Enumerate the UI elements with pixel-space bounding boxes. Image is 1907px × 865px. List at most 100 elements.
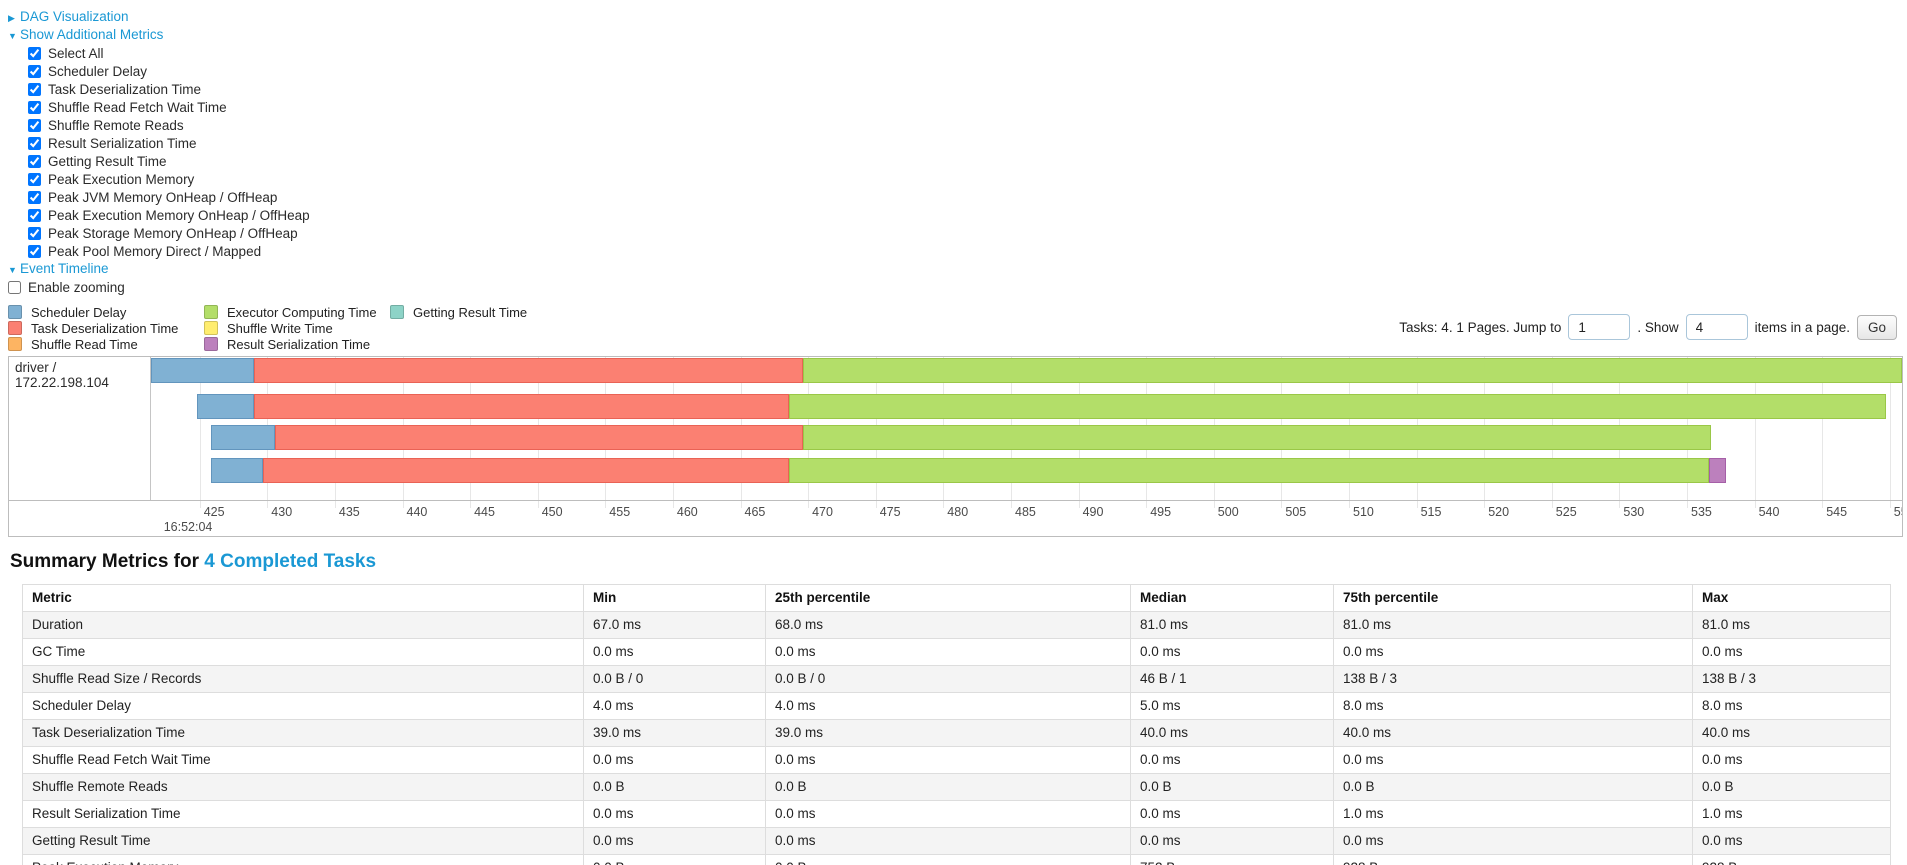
axis-tickmark: [605, 501, 607, 508]
axis-tick-label: 440: [406, 505, 428, 519]
summary-metrics-heading-text: Summary Metrics for: [10, 551, 205, 572]
axis-tickmark: [943, 501, 945, 508]
legend-swatch: [8, 321, 22, 335]
task-bar-segment-executor-computing[interactable]: [802, 425, 1712, 450]
metric-checkbox-row: Scheduler Delay: [28, 62, 1907, 80]
task-bar-segment-scheduler-delay[interactable]: [197, 394, 254, 419]
legend-item-scheduler-delay: Scheduler Delay: [8, 304, 204, 320]
task-bar-segment-scheduler-delay[interactable]: [210, 458, 264, 483]
metric-value-cell: 0.0 B: [1130, 773, 1334, 801]
metric-value-cell: 0.0 B: [765, 854, 1131, 865]
axis-tickmark: [808, 501, 810, 508]
axis-tick-label: 485: [1015, 505, 1036, 519]
timeline-gridline: [199, 357, 201, 500]
metric-value-cell: 0.0 B: [765, 773, 1131, 801]
executor-group-label: driver / 172.22.198.104: [9, 357, 151, 500]
task-bar-segment-scheduler-delay[interactable]: [151, 358, 254, 383]
metric-checkbox[interactable]: [28, 100, 41, 114]
metric-value-cell: 39.0 ms: [583, 719, 766, 747]
metric-checkbox[interactable]: [28, 244, 41, 258]
dag-visualization-label: DAG Visualization: [20, 9, 129, 24]
legend-item-task-deserialization: Task Deserialization Time: [8, 320, 204, 336]
jump-to-page-input[interactable]: [1568, 314, 1631, 340]
metric-value-cell: 39.0 ms: [765, 719, 1131, 747]
table-header-row: Metric Min 25th percentile Median 75th perce…: [22, 584, 1891, 612]
metric-name-cell: Shuffle Read Fetch Wait Time: [22, 746, 584, 774]
metric-value-cell: 40.0 ms: [1333, 719, 1693, 747]
metric-checkbox-row: Task Deserialization Time: [28, 80, 1907, 98]
metric-checkbox-row: Peak Execution Memory: [28, 170, 1907, 188]
axis-tick-label: 490: [1082, 505, 1104, 519]
legend-item-getting-result: Getting Result Time: [390, 304, 527, 320]
go-button[interactable]: Go: [1856, 314, 1897, 340]
metric-value-cell: 0.0 ms: [765, 746, 1131, 774]
metric-value-cell: 0.0 ms: [765, 638, 1131, 666]
table-header-cell: Median: [1130, 584, 1334, 612]
task-bar-segment-executor-computing[interactable]: [789, 394, 1886, 419]
axis-base-time-label: 16:52:04: [163, 520, 213, 534]
summary-metrics-table: Metric Min 25th percentile Median 75th perce…: [22, 584, 1891, 865]
metric-checkbox-row: Result Serialization Time: [28, 134, 1907, 152]
metric-value-cell: 0.0 ms: [1130, 800, 1334, 828]
enable-zooming-checkbox[interactable]: [8, 280, 21, 294]
metric-checkbox-label: Peak Execution Memory: [48, 171, 195, 187]
axis-tickmark: [1687, 501, 1688, 508]
metric-name-cell: Shuffle Remote Reads: [22, 773, 584, 801]
axis-tickmark: [1078, 501, 1080, 508]
task-bar-segment-task-deserialization[interactable]: [263, 458, 790, 483]
axis-tick-label: 515: [1420, 505, 1442, 519]
table-header-cell: Max: [1692, 584, 1891, 612]
metric-name-cell: Task Deserialization Time: [22, 719, 584, 747]
metric-checkbox-label: Shuffle Read Fetch Wait Time: [48, 99, 227, 115]
show-additional-metrics-toggle[interactable]: ▼ Show Additional Metrics: [8, 26, 1907, 44]
dag-visualization-toggle[interactable]: ▶ DAG Visualization: [8, 8, 1907, 26]
axis-tick-label: 470: [812, 505, 833, 519]
task-bar-segment-task-deserialization[interactable]: [253, 358, 803, 383]
metric-checkbox[interactable]: [28, 118, 41, 132]
timeline-gridline: [1822, 357, 1824, 500]
metric-value-cell: 0.0 ms: [1692, 827, 1891, 855]
axis-tick-label: 505: [1285, 505, 1307, 519]
pagination-middle-text: . Show: [1637, 319, 1679, 335]
axis-tickmark: [1011, 501, 1012, 508]
metric-value-cell: 67.0 ms: [583, 611, 766, 639]
task-bar-segment-task-deserialization[interactable]: [253, 394, 790, 419]
enable-zooming-label: Enable zooming: [28, 279, 125, 295]
metric-checkbox[interactable]: [28, 208, 41, 222]
metric-checkbox[interactable]: [28, 154, 41, 168]
completed-tasks-link[interactable]: 4 Completed Tasks: [204, 551, 377, 572]
metric-checkbox[interactable]: [28, 46, 41, 60]
axis-tickmark: [470, 501, 472, 508]
metric-checkbox-label: Peak Storage Memory OnHeap / OffHeap: [48, 225, 298, 241]
metric-value-cell: 0.0 ms: [1333, 746, 1693, 774]
legend-column: Executor Computing Time Shuffle Write Tim…: [204, 304, 390, 352]
axis-tickmark: [1551, 501, 1553, 508]
task-bar-segment-executor-computing[interactable]: [802, 358, 1902, 383]
task-bar-segment-executor-computing[interactable]: [789, 458, 1709, 483]
timeline-legend: Scheduler Delay Task Deserialization Time…: [8, 304, 527, 352]
table-row: Duration 67.0 ms 68.0 ms 81.0 ms 81.0 ms 81.0…: [22, 611, 1891, 639]
metric-checkbox[interactable]: [28, 82, 41, 96]
metric-value-cell: 0.0 ms: [1130, 827, 1334, 855]
table-row: Shuffle Read Fetch Wait Time 0.0 ms 0.0 ms…: [22, 746, 1891, 774]
pagination-prefix-text: Tasks: 4. 1 Pages. Jump to: [1399, 319, 1562, 335]
task-pagination: Tasks: 4. 1 Pages. Jump to . Show items …: [1399, 314, 1907, 340]
metric-value-cell: 928 B: [1333, 854, 1693, 865]
task-bar-segment-result-serialization[interactable]: [1708, 458, 1727, 483]
metric-checkbox[interactable]: [28, 190, 41, 204]
metric-checkbox[interactable]: [28, 172, 41, 186]
axis-tick-label: 435: [338, 505, 360, 519]
axis-tickmark: [537, 501, 539, 508]
table-row: Getting Result Time 0.0 ms 0.0 ms 0.0 ms 0.0…: [22, 827, 1891, 855]
axis-tickmark: [875, 501, 877, 508]
metric-checkbox-row: Peak Pool Memory Direct / Mapped: [28, 242, 1907, 260]
metric-value-cell: 0.0 B / 0: [583, 665, 766, 693]
items-per-page-input[interactable]: [1685, 314, 1748, 340]
event-timeline-toggle[interactable]: ▼ Event Timeline: [8, 260, 1907, 278]
task-bar-segment-task-deserialization[interactable]: [275, 425, 803, 450]
task-bar-segment-scheduler-delay[interactable]: [210, 425, 276, 450]
axis-tick-label: 460: [676, 505, 698, 519]
metric-checkbox[interactable]: [28, 64, 41, 78]
metric-checkbox[interactable]: [28, 136, 41, 150]
metric-checkbox[interactable]: [28, 226, 41, 240]
